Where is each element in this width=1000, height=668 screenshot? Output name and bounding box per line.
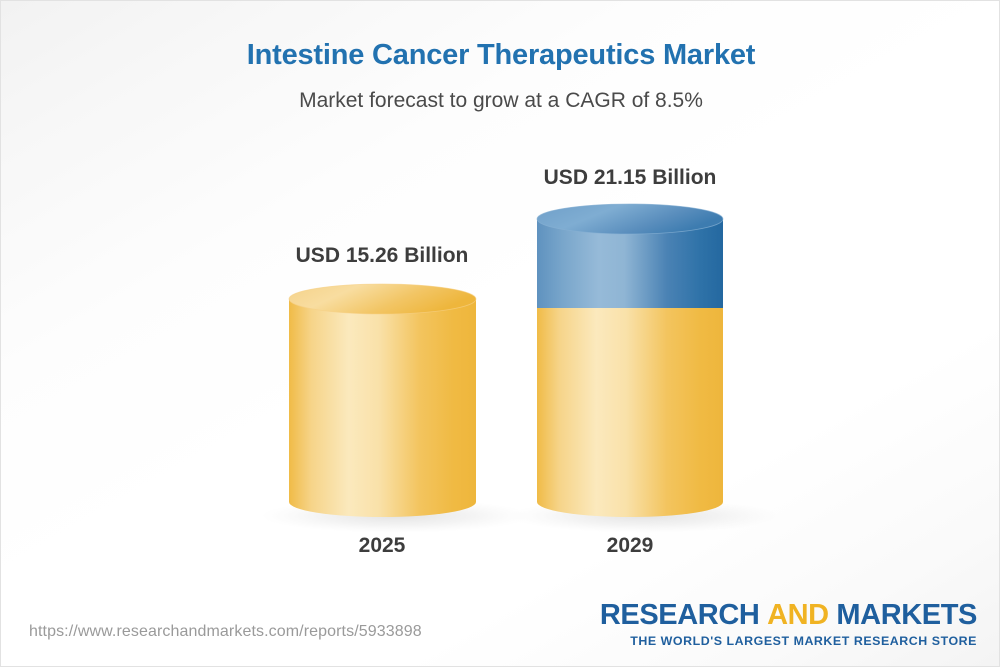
bar-2029-top-rim [536, 203, 724, 235]
bar-value-label-2029: USD 21.15 Billion [543, 166, 717, 189]
bar-2025[interactable] [288, 283, 477, 517]
bar-2025-body [289, 299, 476, 517]
source-url[interactable]: https://www.researchandmarkets.com/repor… [29, 623, 422, 640]
page-title: Intestine Cancer Therapeutics Market [246, 39, 756, 71]
bar-2029-top-cap [537, 204, 723, 234]
logo-tagline: THE WORLD'S LARGEST MARKET RESEARCH STOR… [630, 634, 977, 648]
logo-word-and: AND [767, 599, 829, 631]
bar-value-label-2025: USD 15.26 Billion [295, 244, 469, 267]
logo-word-research: RESEARCH [599, 599, 760, 631]
logo-wordmark: RESEARCH AND MARKETS [599, 599, 978, 631]
research-and-markets-logo[interactable]: RESEARCH AND MARKETS THE WORLD'S LARGEST… [599, 599, 978, 649]
bar-category-label-2029: 2029 [606, 534, 654, 557]
bar-2029-segment-base [537, 308, 723, 517]
bar-category-label-2025: 2025 [358, 534, 406, 557]
bar-2025-top-rim [288, 283, 477, 315]
page-subtitle: Market forecast to grow at a CAGR of 8.5… [299, 89, 703, 112]
bar-2025-top-cap [289, 284, 476, 314]
bar-2029[interactable] [536, 203, 724, 517]
logo-word-markets: MARKETS [836, 599, 977, 631]
